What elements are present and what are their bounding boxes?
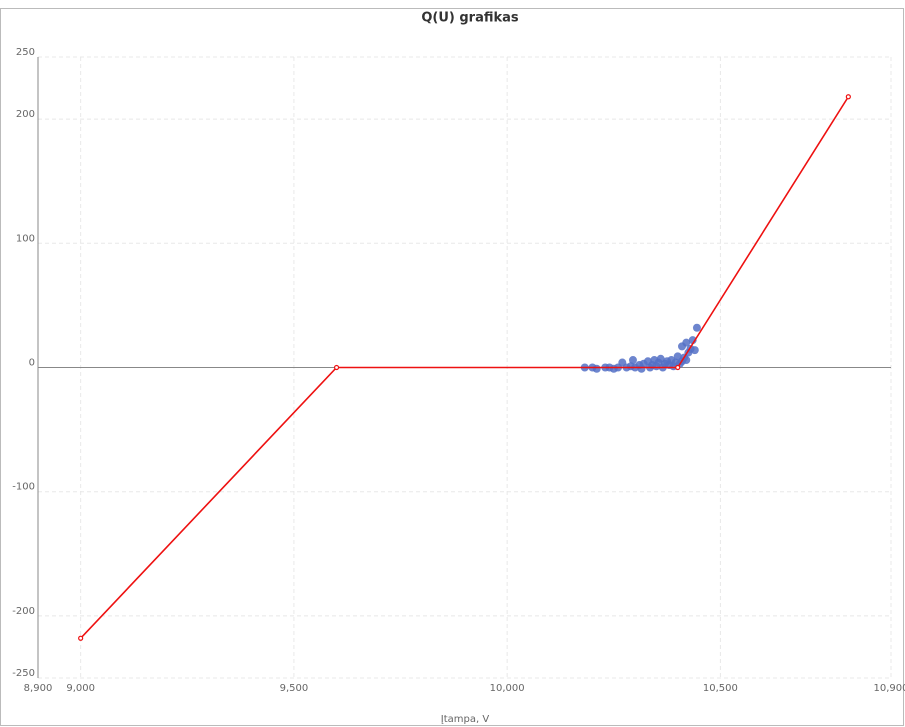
frame	[0, 8, 904, 726]
x-tick-label: 10,900	[874, 683, 905, 694]
scatter-point	[592, 364, 601, 373]
line-point	[333, 364, 340, 371]
scatter-point	[692, 323, 701, 332]
scatter-point	[690, 346, 699, 355]
x-tick-label: 9,000	[66, 683, 95, 694]
y-tick-label: 250	[16, 47, 35, 58]
line	[80, 96, 850, 639]
line-point	[675, 364, 681, 371]
x-tick-label: 9,500	[280, 683, 309, 694]
y-tick-label: 0	[29, 358, 35, 369]
y-tick-label: -250	[12, 668, 35, 679]
line-point	[845, 94, 851, 100]
scatter-point	[682, 338, 691, 347]
line-point	[78, 635, 84, 641]
y-tick-label: -200	[12, 606, 35, 617]
y-tick-label: -100	[12, 482, 35, 493]
x-tick-label: 10,000	[490, 683, 525, 694]
chart-title: Q(U) grafikas	[421, 11, 519, 26]
y-tick-label: 100	[16, 233, 35, 244]
y-tick-label: 200	[16, 109, 35, 120]
scatter-point	[628, 356, 637, 365]
x-axis-label: Įtampa, V	[441, 714, 490, 725]
x-tick-label: 10,500	[703, 683, 738, 694]
scatter-point	[688, 336, 697, 345]
x-tick-label: 8,900	[24, 683, 53, 694]
